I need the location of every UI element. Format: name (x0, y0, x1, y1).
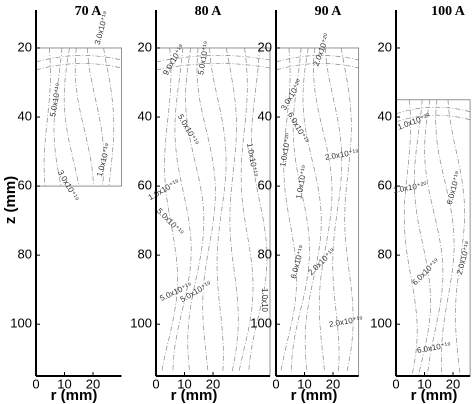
x-tick-label: 0 (152, 376, 159, 391)
y-axis-label: z (mm) (2, 176, 19, 224)
contour-label: 1.0x10⁺¹⁹ (245, 142, 260, 177)
y-tick-label: 80 (378, 247, 392, 262)
x-tick-label: 10 (297, 376, 311, 391)
x-tick-label: 0 (32, 376, 39, 391)
x-axis-label: r (mm) (171, 387, 218, 404)
contour-line (74, 47, 94, 187)
panel-title: 80 A (195, 4, 223, 19)
contour-line (435, 99, 455, 376)
contour-label: 1.0x10 (260, 288, 269, 313)
contour-line (275, 55, 359, 63)
x-tick-label: 10 (177, 376, 191, 391)
contour-line (161, 47, 178, 373)
y-tick-label: 60 (378, 178, 392, 193)
y-tick-label: 20 (18, 39, 32, 54)
contour-line (43, 47, 51, 187)
contour-line (395, 106, 471, 115)
contour-line (172, 47, 192, 373)
x-tick-label: 10 (417, 376, 431, 391)
contour-line (290, 47, 310, 373)
x-tick-label: 10 (57, 376, 71, 391)
contour-label: 6.0x10⁺¹⁹ (416, 340, 451, 355)
contour-label: 1.0x10⁺²⁰ (392, 180, 427, 195)
contour-line (395, 114, 471, 123)
x-axis-label: r (mm) (51, 387, 98, 404)
panel-title: 100 A (431, 4, 466, 19)
contour-line (340, 47, 354, 373)
x-axis-label: r (mm) (411, 387, 458, 404)
contour-label: 1.0x10⁺¹⁹ (95, 142, 113, 178)
contour-line (248, 47, 268, 373)
y-tick-label: 100 (370, 316, 392, 331)
x-tick-label: 20 (86, 376, 100, 391)
contour-line (35, 63, 122, 71)
y-tick-label: 80 (138, 247, 152, 262)
contour-line (403, 99, 418, 376)
contour-line (35, 55, 122, 63)
contour-line (196, 47, 216, 373)
contour-label: 5.0x10⁺¹⁹ (176, 113, 201, 147)
y-tick-label: 80 (18, 247, 32, 262)
contour-label: 1.0x10⁺²⁰ (396, 112, 431, 132)
domain-box (395, 99, 471, 377)
y-tick-label: 60 (258, 178, 272, 193)
panel-title: 70 A (75, 4, 103, 19)
x-tick-label: 20 (446, 376, 460, 391)
y-tick-label: 20 (258, 39, 272, 54)
contour-line (155, 63, 271, 71)
contour-line (324, 47, 343, 373)
contour-line (238, 47, 254, 373)
contour-line (275, 63, 359, 71)
contour-line (86, 47, 105, 187)
contour-line (103, 47, 115, 187)
y-tick-label: 60 (138, 178, 152, 193)
contour-label: 2.0x10⁺¹⁹ (306, 246, 337, 277)
panel: 20 40 60 80 100 0 10 20 100 A r (mm) 1.0x10⁺²⁰ 6.0x… (370, 4, 472, 404)
contour-label: 6.0x10⁺¹⁹ (445, 170, 463, 206)
y-tick-label: 40 (378, 108, 392, 123)
panel-title: 90 A (315, 4, 343, 19)
contour-line (53, 47, 63, 187)
y-tick-label: 100 (250, 316, 272, 331)
contour-line (313, 47, 333, 373)
y-tick-label: 60 (18, 178, 32, 193)
contour-label: 1.0x10⁺²⁰ (278, 132, 293, 167)
y-tick-label: 80 (258, 247, 272, 262)
contour-label: 5.0x10⁺¹⁹ (196, 40, 211, 75)
contour-line (185, 47, 205, 373)
contour-line (155, 55, 271, 63)
y-tick-label: 100 (10, 316, 32, 331)
contour-line (63, 47, 80, 187)
contour-line (447, 99, 465, 376)
contour-line (225, 47, 239, 373)
contour-label: 5.0x10⁺¹⁹ (48, 82, 63, 117)
contour-line (424, 99, 444, 376)
x-tick-label: 0 (392, 376, 399, 391)
contour-label: 5.0x10⁺¹⁹ (155, 206, 186, 237)
x-tick-label: 0 (272, 376, 279, 391)
y-tick-label: 100 (130, 316, 152, 331)
contour-label: 6.0x10⁺¹⁹ (410, 256, 441, 287)
y-tick-label: 20 (138, 39, 152, 54)
contour-label: 6.0x10⁺¹⁹ (289, 244, 307, 280)
x-tick-label: 20 (326, 376, 340, 391)
contour-line (413, 99, 431, 376)
y-tick-label: 40 (138, 108, 152, 123)
x-axis-label: r (mm) (291, 387, 338, 404)
contour-label: 1.0x10⁺¹⁹ (294, 164, 309, 199)
contour-line (209, 47, 227, 373)
contour-line (280, 47, 297, 373)
contour-line (302, 47, 322, 373)
contour-label: 3.0x10⁺²⁰ (279, 78, 304, 112)
x-tick-label: 20 (206, 376, 220, 391)
y-tick-label: 40 (18, 108, 32, 123)
y-tick-label: 40 (258, 108, 272, 123)
y-tick-label: 20 (378, 39, 392, 54)
